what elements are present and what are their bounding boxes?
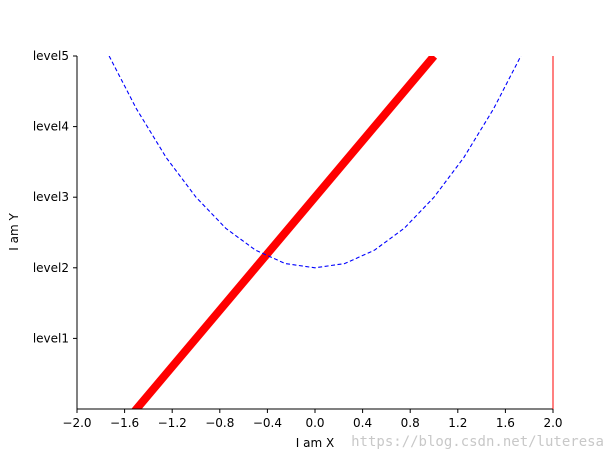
- x-tick-label: −0.8: [205, 416, 234, 430]
- x-axis-label: I am X: [296, 436, 334, 450]
- x-tick-label: 0.0: [305, 416, 324, 430]
- x-tick-label: 2.0: [543, 416, 562, 430]
- x-tick-label: −0.4: [253, 416, 282, 430]
- x-tick-label: −1.2: [158, 416, 187, 430]
- y-tick-label: level3: [33, 190, 69, 204]
- x-tick-label: 0.4: [353, 416, 372, 430]
- y-tick-label: level5: [33, 49, 69, 63]
- x-tick-label: −1.6: [110, 416, 139, 430]
- y-tick-label: level1: [33, 331, 69, 345]
- y-tick-label: level4: [33, 120, 69, 134]
- watermark: https://blog.csdn.net/luteresa: [351, 434, 604, 450]
- axes-layer: −2.0 −1.6 −1.2 −0.8 −0.4 0.0 0.4 0.8 1.2 1.6 2.0 le…: [33, 49, 563, 430]
- x-tick-label: 1.6: [496, 416, 515, 430]
- y-axis-label: I am Y: [7, 213, 21, 251]
- x-tick-label: 0.8: [401, 416, 420, 430]
- series-layer: [108, 56, 522, 409]
- y-tick-label: level2: [33, 261, 69, 275]
- solid-line: [131, 56, 438, 409]
- dashed-curve-line: [108, 56, 522, 269]
- x-tick-label: 1.2: [448, 416, 467, 430]
- x-tick-label: −2.0: [62, 416, 91, 430]
